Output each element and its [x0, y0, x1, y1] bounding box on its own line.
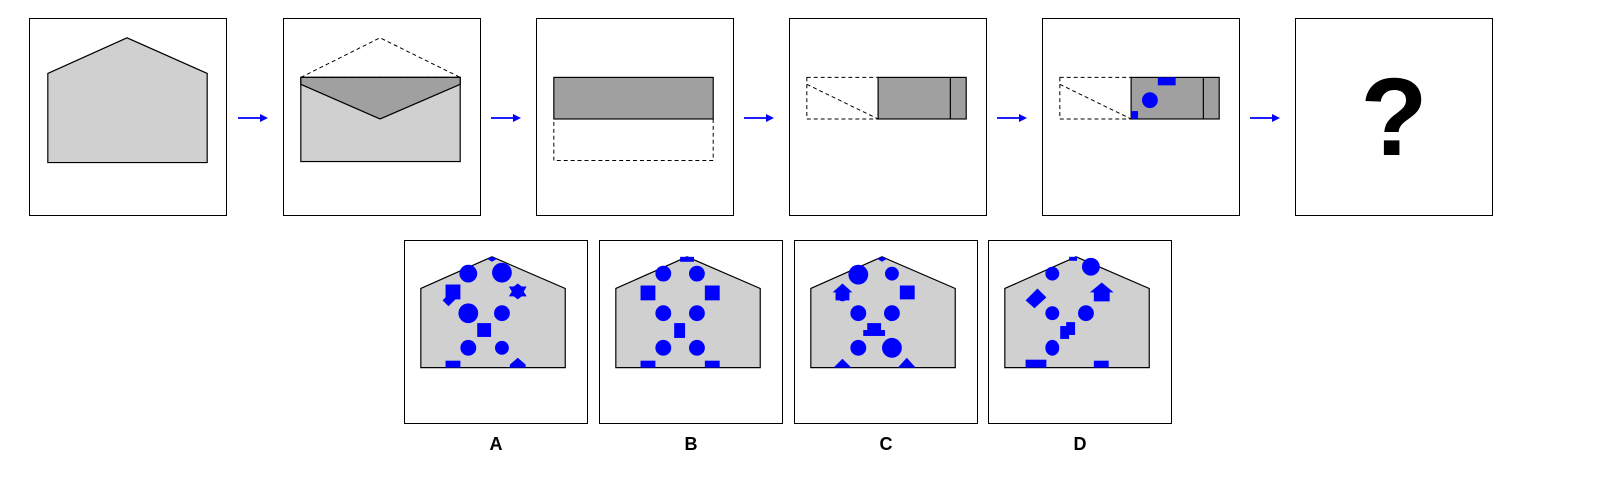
arrow-icon [744, 114, 774, 122]
unfolded-paper-figure [47, 37, 208, 164]
option-a[interactable] [404, 240, 588, 424]
fold-top-flap-figure [300, 37, 461, 163]
arrow-icon [997, 114, 1027, 122]
fold-outline [1059, 76, 1132, 120]
option-b-label: B [684, 434, 698, 454]
option-d-figure [1004, 256, 1150, 369]
step-1-panel [29, 18, 227, 216]
option-a-label: A [489, 434, 503, 454]
fold-outline [806, 76, 879, 120]
answer-panel: ? [1295, 18, 1493, 216]
fold-left-figure [806, 76, 967, 120]
folded-strip [553, 76, 714, 120]
step-3-panel [536, 18, 734, 216]
hole-corner [1131, 111, 1139, 119]
step-5-panel [1042, 18, 1240, 216]
step-4-panel [789, 18, 987, 216]
fold-outline [300, 37, 461, 78]
paper-shape [47, 37, 208, 164]
option-c[interactable] [794, 240, 978, 424]
fold-diagonal [806, 83, 879, 120]
arrow-icon [238, 114, 268, 122]
option-c-figure [810, 256, 956, 369]
arrow-icon [491, 114, 521, 122]
fold-down-figure [553, 76, 714, 162]
fold-diagonal [1059, 83, 1132, 120]
punch-holes-figure [1059, 76, 1220, 120]
fold-outline [553, 118, 714, 162]
step-2-panel [283, 18, 481, 216]
option-b-figure [615, 256, 761, 369]
hole-circle [1141, 92, 1158, 109]
arrow-icon [1250, 114, 1280, 122]
folded-flap [300, 76, 461, 120]
option-c-label: C [879, 434, 893, 454]
option-d-label: D [1073, 434, 1087, 454]
option-d[interactable] [988, 240, 1172, 424]
folded-strip [877, 76, 967, 120]
option-a-figure [420, 256, 566, 369]
option-b[interactable] [599, 240, 783, 424]
hole-square [1157, 77, 1176, 86]
question-mark: ? [1360, 55, 1428, 179]
